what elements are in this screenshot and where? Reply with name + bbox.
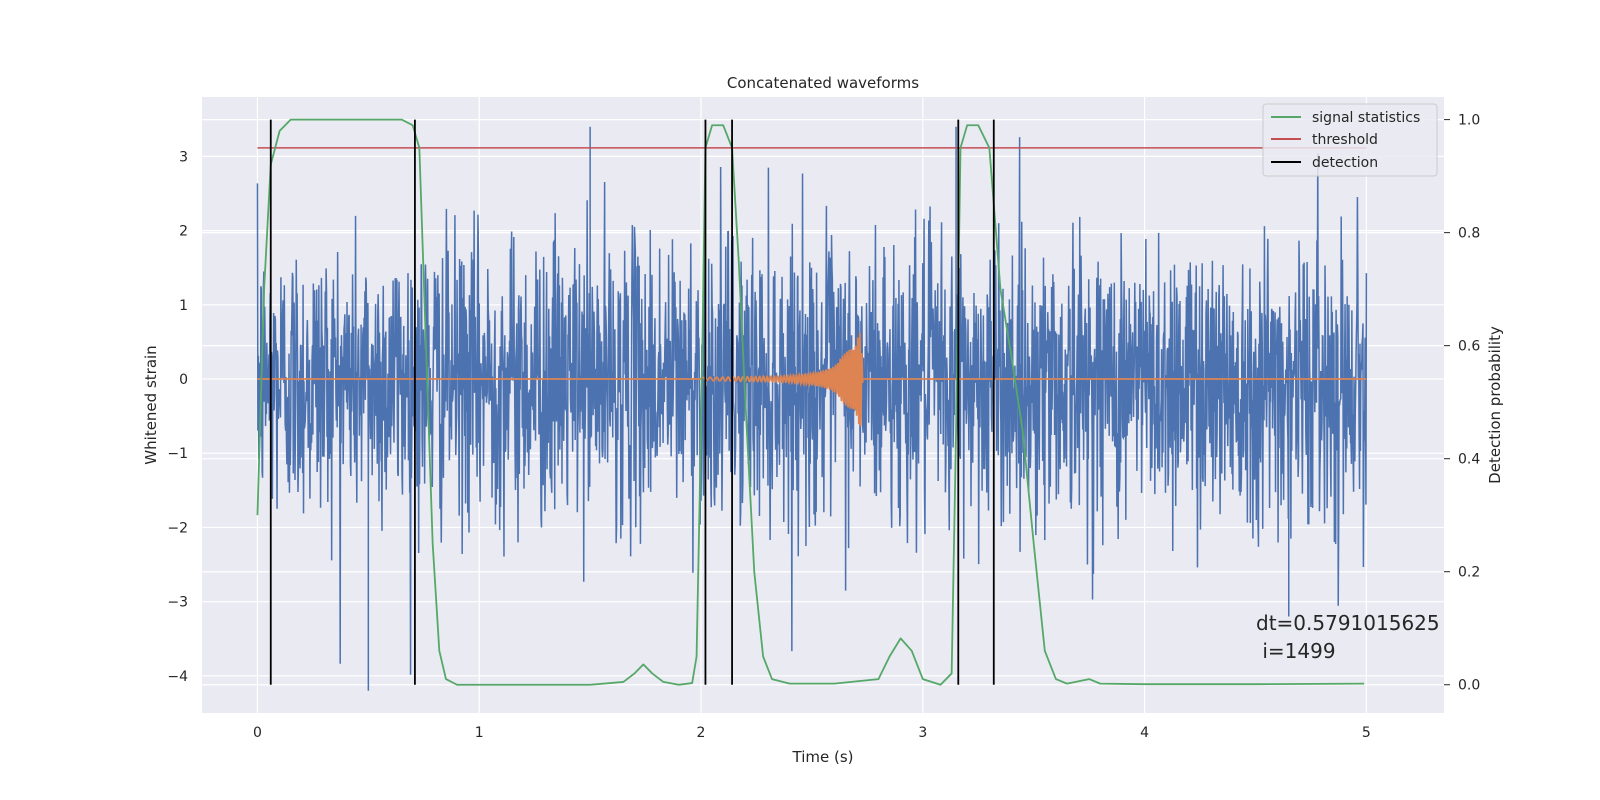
x-tick-label: 2 xyxy=(697,725,706,741)
y-axis-label-left: Whitened strain xyxy=(142,345,160,464)
y-tick-label: −4 xyxy=(167,669,188,685)
series-chirp-waveform xyxy=(257,332,1367,427)
y-right-tick-label: 1.0 xyxy=(1458,113,1480,129)
series-signal-statistics xyxy=(256,118,1365,686)
x-axis-label: Time (s) xyxy=(792,748,854,766)
legend-label-detection: detection xyxy=(1312,155,1378,171)
legend-label-signal-statistics: signal statistics xyxy=(1312,110,1420,126)
annotation-line-2: i=1499 xyxy=(1256,639,1336,663)
annotation: dt=0.5791015625 i=1499 xyxy=(1256,611,1440,663)
y-tick-label: 3 xyxy=(179,149,188,165)
series-layer xyxy=(256,118,1368,691)
y-right-tick-label: 0.4 xyxy=(1458,452,1480,468)
y-right-tick-label: 0.2 xyxy=(1458,565,1480,581)
x-tick-label: 5 xyxy=(1362,725,1371,741)
x-tick-label: 3 xyxy=(918,725,927,741)
y-tick-label: −3 xyxy=(167,595,188,611)
legend-label-threshold: threshold xyxy=(1312,132,1378,148)
y-axis-label-right: Detection probability xyxy=(1486,326,1504,484)
y-right-tick-label: 0.6 xyxy=(1458,339,1480,355)
axes: 0 1 2 3 4 5 −4 −3 −2 −1 0 1 2 3 0.0 0.2 0.4 0.6 0.8 1.0 xyxy=(167,113,1480,741)
chart-title: Concatenated waveforms xyxy=(727,74,919,92)
legend: signal statistics threshold detection xyxy=(1262,103,1438,177)
x-tick-label: 0 xyxy=(253,725,262,741)
y-tick-label: 1 xyxy=(179,298,188,314)
x-tick-label: 4 xyxy=(1140,725,1149,741)
y-tick-label: −2 xyxy=(167,520,188,536)
y-tick-label: 2 xyxy=(179,224,188,240)
y-tick-label: 0 xyxy=(179,372,188,388)
legend-box xyxy=(1262,103,1438,177)
y-right-tick-label: 0.0 xyxy=(1458,678,1480,694)
y-right-tick-label: 0.8 xyxy=(1458,226,1480,242)
series-whitened-strain xyxy=(256,126,1368,691)
y-tick-label: −1 xyxy=(167,446,188,462)
annotation-line-1: dt=0.5791015625 xyxy=(1256,611,1440,635)
x-tick-label: 1 xyxy=(475,725,484,741)
